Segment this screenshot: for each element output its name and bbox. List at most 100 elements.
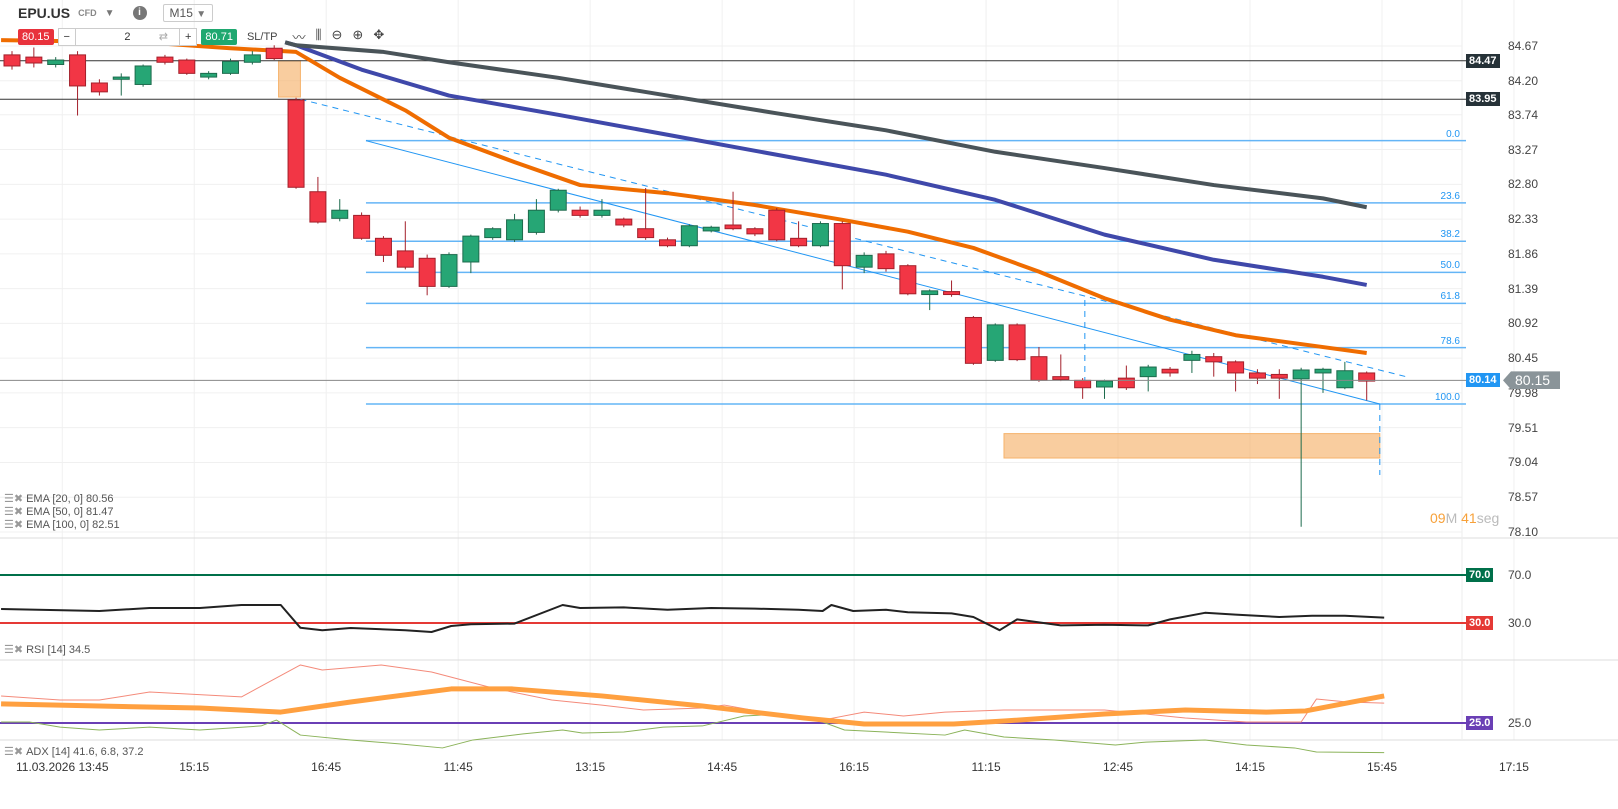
- price-tick-label: 84.20: [1508, 73, 1539, 88]
- candle: [549, 188, 567, 213]
- adx-legend[interactable]: ☰✖ ADX [14] 41.6, 6.8, 37.2: [4, 745, 144, 758]
- candle: [702, 225, 720, 233]
- candle-body: [986, 324, 1004, 361]
- quantity-input[interactable]: 2 ⇄: [74, 28, 180, 45]
- candle-body: [1292, 369, 1310, 380]
- countdown-min-unit: M: [1445, 510, 1458, 526]
- quantity-stepper[interactable]: − 2 ⇄ +: [57, 27, 198, 46]
- price-zone: [278, 60, 301, 98]
- candle: [1270, 369, 1288, 399]
- zoom-out-icon[interactable]: ⊖: [331, 27, 343, 42]
- candle-body: [833, 223, 851, 267]
- instrument-type: CFD: [78, 8, 97, 18]
- adx-label: ADX [14] 41.6, 6.8, 37.2: [26, 746, 144, 758]
- candle-body: [1183, 353, 1201, 361]
- time-tick-label: 13:15: [575, 760, 606, 774]
- candle-body: [396, 250, 414, 268]
- candle-body: [637, 228, 655, 239]
- fib-level-label: 100.0: [1434, 392, 1460, 403]
- candle-body: [615, 218, 633, 226]
- candles-icon[interactable]: ⫼: [315, 27, 322, 42]
- candle-body: [1227, 361, 1245, 374]
- decrease-button[interactable]: −: [63, 30, 70, 43]
- candle: [680, 224, 698, 248]
- candle: [112, 73, 130, 96]
- timeframe-select[interactable]: M15 ▼: [162, 4, 214, 22]
- rsi-legend[interactable]: ☰✖ RSI [14] 34.5: [4, 643, 90, 656]
- price-tick-label: 79.51: [1508, 420, 1539, 435]
- symbol-dropdown-icon[interactable]: ▼: [104, 7, 115, 19]
- candle-body: [855, 254, 873, 268]
- settings-icon[interactable]: ☰✖: [4, 493, 24, 505]
- fib-level-label: 23.6: [1440, 190, 1460, 202]
- candle: [768, 207, 786, 242]
- level-price-label[interactable]: 84.47: [1466, 53, 1500, 68]
- adx-axis-label: 25.0: [1508, 716, 1532, 730]
- info-icon[interactable]: i: [132, 6, 147, 20]
- candle-body: [1139, 366, 1157, 378]
- settings-icon[interactable]: ☰✖: [4, 746, 24, 758]
- settings-icon[interactable]: ☰✖: [4, 519, 24, 531]
- adx-line: [1, 686, 1385, 727]
- candle: [69, 51, 87, 116]
- settings-icon[interactable]: ☰✖: [4, 506, 24, 518]
- price-tick-label: 79.04: [1508, 455, 1539, 470]
- candle-body: [134, 65, 152, 85]
- ema-line-0: [1, 38, 1367, 355]
- candle: [1052, 354, 1070, 382]
- candle-body: [309, 191, 327, 223]
- candle: [1336, 361, 1354, 390]
- candle-body: [90, 82, 108, 93]
- candle-body: [1161, 368, 1179, 374]
- ema50-legend[interactable]: ☰✖ EMA [50, 0] 81.47: [4, 505, 120, 518]
- settings-icon[interactable]: ☰✖: [4, 644, 24, 656]
- candle-body: [877, 253, 895, 270]
- chevron-down-icon: ▼: [196, 9, 207, 20]
- rsi-line: [1, 604, 1385, 633]
- candle: [47, 57, 65, 68]
- candle-body: [47, 59, 65, 65]
- rsi-level-label: 30.0: [1466, 616, 1494, 630]
- candle-body: [178, 59, 196, 74]
- move-icon[interactable]: ✥: [373, 27, 385, 42]
- ema20-legend[interactable]: ☰✖ EMA [20, 0] 80.56: [4, 492, 120, 505]
- sltp-button[interactable]: SL/TP: [246, 30, 278, 43]
- countdown-sec-unit: seg: [1476, 510, 1500, 526]
- ema100-legend[interactable]: ☰✖ EMA [100, 0] 82.51: [4, 518, 120, 531]
- increase-button[interactable]: +: [184, 30, 192, 43]
- candle: [222, 58, 239, 75]
- symbol-name[interactable]: EPU.US: [18, 5, 71, 21]
- countdown-minutes: 09: [1430, 510, 1446, 526]
- candle-body: [1336, 370, 1354, 389]
- sell-button[interactable]: 80.15: [18, 28, 54, 45]
- price-tick-label: 83.27: [1508, 142, 1539, 157]
- candle: [156, 54, 174, 65]
- level-price-label[interactable]: 83.95: [1466, 92, 1500, 107]
- swap-icon[interactable]: ⇄: [158, 30, 168, 43]
- zoom-in-icon[interactable]: ⊕: [352, 27, 364, 42]
- line-chart-icon[interactable]: 〰: [292, 30, 306, 45]
- candle: [943, 280, 961, 297]
- price-tick-label: 80.45: [1508, 351, 1539, 366]
- candle-body: [1314, 368, 1332, 374]
- candle-body: [222, 61, 239, 74]
- candle-countdown: 09M 41seg: [1430, 510, 1499, 526]
- candle: [462, 234, 480, 274]
- time-tick-label: 14:45: [707, 760, 738, 774]
- candle: [833, 221, 851, 290]
- candle: [1096, 379, 1113, 399]
- candle-body: [549, 189, 567, 211]
- price-tick-label: 81.86: [1508, 246, 1539, 261]
- candle: [1248, 369, 1266, 385]
- quantity-value: 2: [124, 30, 131, 43]
- price-zone: [1003, 433, 1381, 459]
- fib-level-label: 50.0: [1440, 260, 1460, 272]
- candle: [724, 191, 742, 231]
- candle-body: [287, 99, 305, 188]
- candle-body: [659, 239, 676, 247]
- trade-bar: 80.15 − 2 ⇄ + 80.71 SL/TP 〰 ⫼ ⊖ ⊕ ✥: [18, 27, 389, 46]
- ema50-label: EMA [50, 0] 81.47: [26, 506, 114, 518]
- buy-button[interactable]: 80.71: [201, 28, 237, 45]
- candle: [200, 71, 218, 80]
